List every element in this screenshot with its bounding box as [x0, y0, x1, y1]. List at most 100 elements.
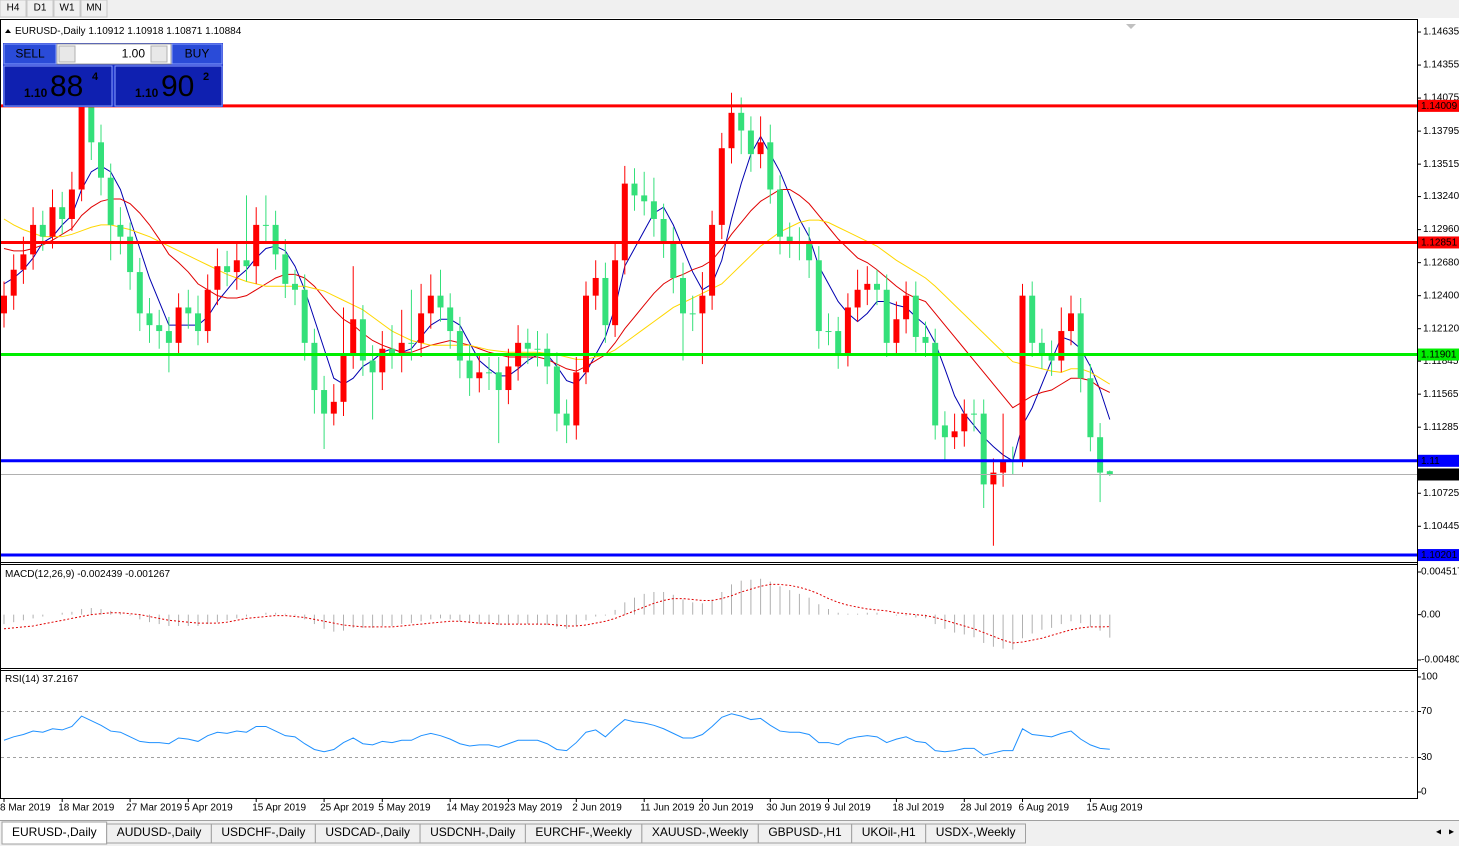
candle-body — [369, 360, 376, 373]
candle-body — [1000, 460, 1007, 473]
buy-label: BUY — [185, 47, 210, 61]
ask-box[interactable] — [114, 65, 223, 107]
y-tick-label: 1.12400 — [1423, 290, 1459, 301]
candle-body — [272, 224, 279, 255]
candle-body — [621, 183, 628, 261]
candle-body — [835, 331, 842, 355]
level-label: 1.11901 — [1421, 350, 1457, 361]
x-tick-label: 27 Mar 2019 — [126, 803, 183, 814]
lot-field[interactable] — [56, 43, 172, 65]
candle-body — [214, 266, 221, 290]
candle-body — [544, 348, 551, 367]
candle-body — [107, 177, 114, 225]
x-tick-label: 9 Jul 2019 — [825, 803, 872, 814]
y-tick-label: 1.13795 — [1423, 126, 1459, 137]
candle-body — [486, 372, 492, 374]
indicator-value: -0.002439 — [77, 569, 122, 580]
candle-body — [224, 266, 231, 273]
chart-header: EURUSD-,Daily 1.10912 1.10918 1.10871 1.… — [15, 26, 242, 37]
y-tick-label: 0 — [1421, 787, 1427, 798]
timeframe-button[interactable] — [0, 0, 27, 18]
bid-box[interactable] — [3, 65, 113, 107]
candle-body — [689, 313, 696, 315]
x-tick-label: 8 Mar 2019 — [0, 803, 51, 814]
x-tick-label: 28 Jul 2019 — [960, 803, 1012, 814]
symbol-tab-label: USDCAD-,Daily — [325, 825, 410, 839]
candle-body — [757, 142, 764, 155]
lot-down[interactable] — [58, 45, 76, 63]
level-tag — [1418, 549, 1459, 562]
symbol-tab[interactable] — [925, 823, 1026, 844]
candle-body — [883, 289, 890, 343]
candle-body — [78, 106, 85, 190]
timeframe-button[interactable] — [80, 0, 108, 18]
x-tick-label: 14 May 2019 — [446, 803, 504, 814]
timeframe-label: W1 — [60, 3, 75, 14]
candle-body — [330, 401, 337, 414]
candle-body — [1097, 437, 1104, 473]
x-tick-label: 18 Jul 2019 — [892, 803, 944, 814]
candle-body — [389, 348, 395, 355]
ask-prefix: 1.10 — [135, 86, 159, 100]
y-tick-label: 1.12960 — [1423, 224, 1459, 235]
symbol-title: EURUSD-,Daily — [15, 26, 86, 37]
tab-scroll-left[interactable]: ◂ — [1436, 827, 1441, 838]
sell-button[interactable] — [3, 43, 57, 65]
timeframe-button[interactable] — [53, 0, 81, 18]
price-tag — [1418, 468, 1459, 481]
candle-body — [98, 142, 104, 178]
candle-body — [932, 342, 939, 426]
tab-scroll-right[interactable]: ▸ — [1449, 827, 1454, 838]
candle-body — [456, 331, 463, 361]
level-tag — [1418, 454, 1459, 467]
candle-body — [427, 295, 434, 314]
symbol-tab-label: EURUSD-,Daily — [12, 825, 97, 839]
ohlc-value: 1.10871 — [166, 26, 203, 37]
x-tick-label: 15 Apr 2019 — [252, 803, 306, 814]
indicator-header: MACD(12,26,9) -0.002439 -0.001267 — [5, 569, 171, 580]
candle-body — [912, 295, 919, 337]
level-label: 1.11 — [1421, 456, 1440, 467]
buy-button[interactable] — [171, 43, 223, 65]
x-tick-label: 20 Jun 2019 — [698, 803, 753, 814]
candle-body — [1087, 378, 1094, 438]
candle-body — [806, 242, 813, 261]
x-tick-label: 5 Apr 2019 — [184, 803, 233, 814]
candle-body — [68, 189, 75, 219]
candle-body — [583, 295, 589, 373]
candle-body — [1, 295, 7, 314]
indicator-value: 37.2167 — [42, 674, 79, 685]
candle-body — [156, 325, 163, 332]
macd-signal — [3, 583, 1110, 644]
candle-body — [709, 224, 716, 296]
candle-body — [718, 148, 725, 225]
indicator-title: MACD(12,26,9) — [5, 569, 74, 580]
y-tick-label: 1.10445 — [1423, 521, 1459, 532]
candle-body — [466, 360, 473, 379]
lot-value: 1.00 — [122, 47, 146, 61]
candle-body — [10, 269, 17, 296]
candle-body — [136, 272, 143, 314]
x-tick-label: 25 Apr 2019 — [320, 803, 374, 814]
lot-up[interactable] — [150, 45, 168, 63]
symbol-tab-label: GBPUSD-,H1 — [768, 825, 842, 839]
candle-body — [185, 307, 192, 314]
candle-body — [631, 183, 638, 196]
candle-body — [1058, 331, 1065, 361]
candle-body — [874, 283, 880, 290]
candle-body — [641, 195, 648, 202]
candle-body — [670, 242, 677, 278]
symbol-tab-label: USDX-,Weekly — [936, 825, 1016, 839]
candle-body — [233, 260, 240, 273]
rsi-line — [3, 713, 1110, 756]
x-tick-label: 11 Jun 2019 — [640, 803, 695, 814]
candle-body — [165, 331, 172, 343]
candle-body — [854, 289, 861, 308]
candle-body — [418, 313, 425, 343]
candle-body — [88, 106, 95, 143]
candle-body — [1029, 295, 1036, 343]
timeframe-button[interactable] — [26, 0, 54, 18]
y-tick-label: 1.11285 — [1423, 422, 1459, 433]
x-tick-label: 5 May 2019 — [378, 803, 431, 814]
